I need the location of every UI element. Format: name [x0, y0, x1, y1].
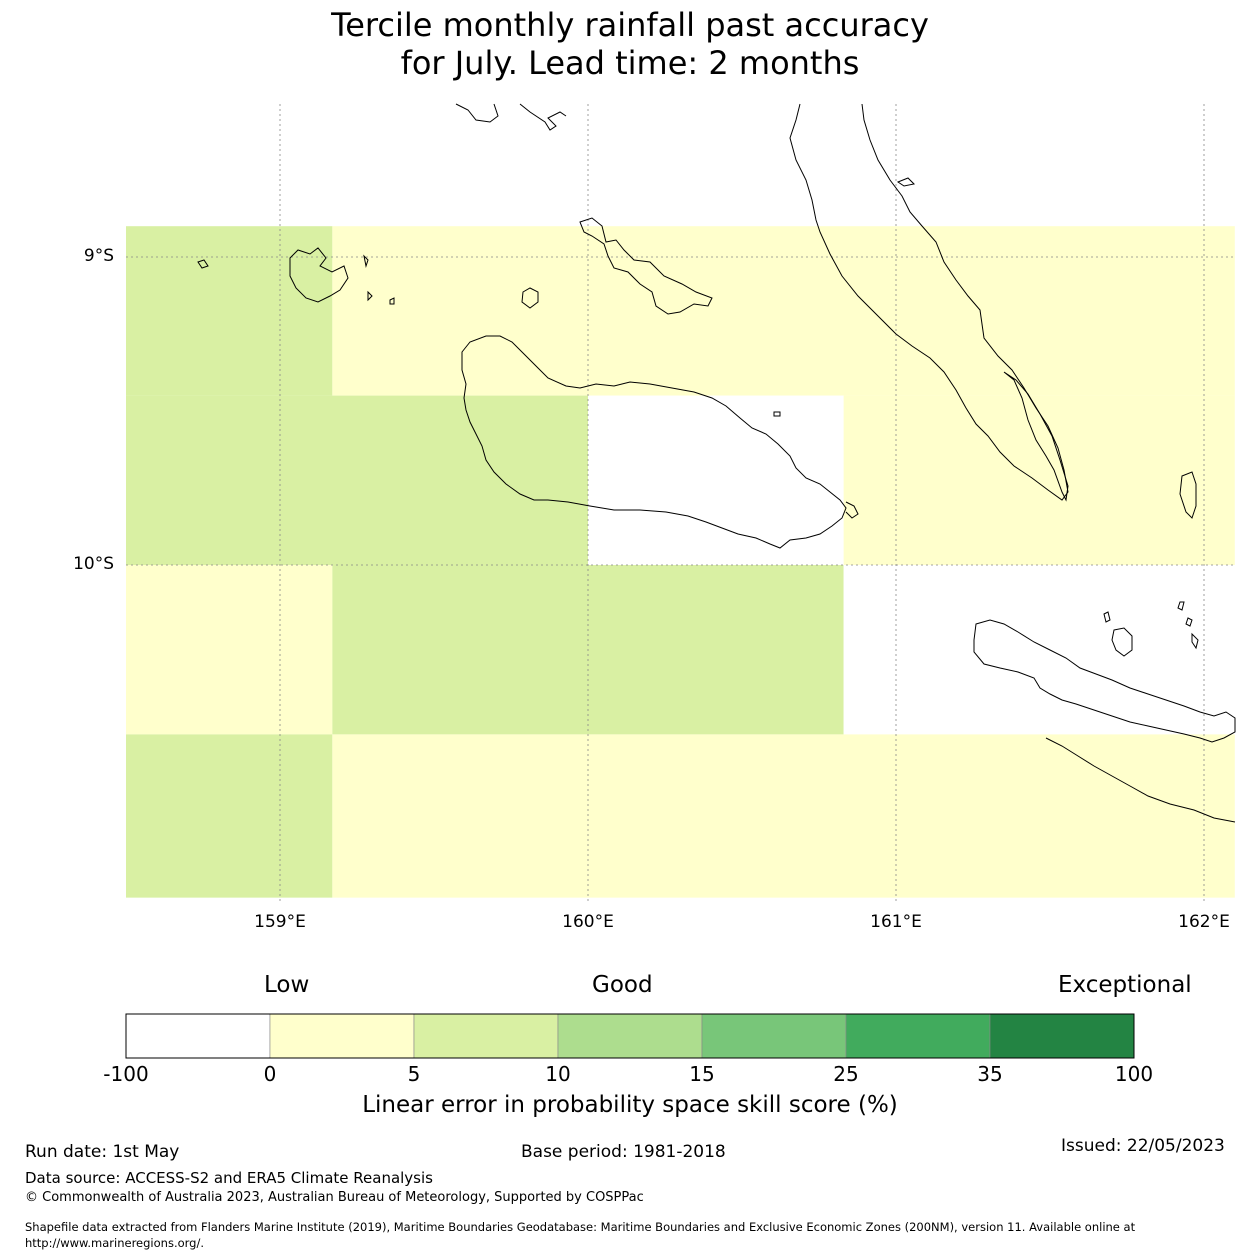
shapefile-credit-line-2: http://www.marineregions.org/.: [25, 1236, 204, 1250]
colorbar-segment: [701, 1013, 847, 1059]
grid-cell: [126, 565, 333, 735]
lon-label-160e: 160°E: [562, 912, 614, 932]
colorbar-word-exceptional: Exceptional: [1058, 972, 1192, 998]
colorbar-segment: [557, 1013, 703, 1059]
run-date: Run date: 1st May: [25, 1142, 180, 1162]
coastline-ugi: [1111, 627, 1133, 657]
coastline-isabel-islets: [519, 103, 567, 131]
data-source: Data source: ACCESS-S2 and ERA5 Climate …: [25, 1169, 433, 1187]
grid-cell: [588, 395, 844, 565]
colorbar-tick: 100: [1114, 1062, 1154, 1086]
grid-cell: [126, 734, 333, 898]
title-line-1: Tercile monthly rainfall past accuracy: [331, 6, 929, 44]
lon-label-162e: 162°E: [1178, 912, 1230, 932]
coastline-russell: [521, 287, 539, 309]
grid-cell: [126, 395, 588, 565]
lat-label-9s: 9°S: [83, 246, 114, 266]
colorbar: [125, 1013, 1135, 1059]
colorbar-frame: [125, 1013, 1135, 1059]
coastline-small-malaita: [1003, 371, 1069, 502]
colorbar-tick: 10: [545, 1062, 571, 1086]
lon-label-159e: 159°E: [254, 912, 306, 932]
coastline-ulawa: [1179, 471, 1197, 519]
skill-grid-cells: [126, 226, 1235, 898]
copyright: © Commonwealth of Australia 2023, Austra…: [25, 1190, 644, 1205]
colorbar-tick: 25: [833, 1062, 859, 1086]
colorbar-tick: 5: [407, 1062, 421, 1086]
colorbar-segment: [989, 1013, 1135, 1059]
grid-cell: [843, 565, 1235, 735]
shapefile-credit-line-1: Shapefile data extracted from Flanders M…: [25, 1220, 1136, 1234]
title-line-2: for July. Lead time: 2 months: [400, 44, 860, 82]
issued-date: Issued: 22/05/2023: [1061, 1136, 1225, 1156]
coastlines: [197, 103, 1236, 823]
coastline-guadalcanal: [461, 335, 847, 549]
lat-label-10s: 10°S: [73, 554, 114, 574]
coastline-ngella: [289, 247, 349, 303]
colorbar-tick: 0: [263, 1062, 277, 1086]
colorbar-segment: [845, 1013, 991, 1059]
grid-cell: [126, 226, 333, 396]
colorbar-segment: [413, 1013, 559, 1059]
lon-label-161e: 161°E: [870, 912, 922, 932]
coastline-florida-islands: [579, 217, 713, 315]
coastline-makira-south: [1045, 737, 1236, 823]
colorbar-tick: 35: [977, 1062, 1003, 1086]
grid-cell: [332, 734, 1235, 898]
colorbar-word-low: Low: [264, 972, 310, 998]
colorbar-tick: -100: [103, 1062, 149, 1086]
grid-cell: [843, 395, 1235, 565]
colorbar-tick: 15: [689, 1062, 715, 1086]
graticule: [126, 104, 1235, 904]
coastline-makira: [973, 619, 1236, 743]
colorbar-segment: [269, 1013, 415, 1059]
coastline-small-isles: [363, 177, 1199, 650]
coastline-savo: [197, 259, 209, 269]
coastline-east-cape: [845, 501, 859, 519]
colorbar-label: Linear error in probability space skill …: [362, 1092, 898, 1118]
coastline-malaita: [789, 103, 1069, 501]
base-period: Base period: 1981-2018: [521, 1142, 726, 1162]
coastline-isabel-north: [455, 103, 499, 123]
colorbar-segment: [125, 1013, 271, 1059]
grid-cell: [332, 226, 1235, 396]
colorbar-word-good: Good: [592, 972, 653, 998]
map-title: Tercile monthly rainfall past accuracy f…: [0, 6, 1260, 82]
